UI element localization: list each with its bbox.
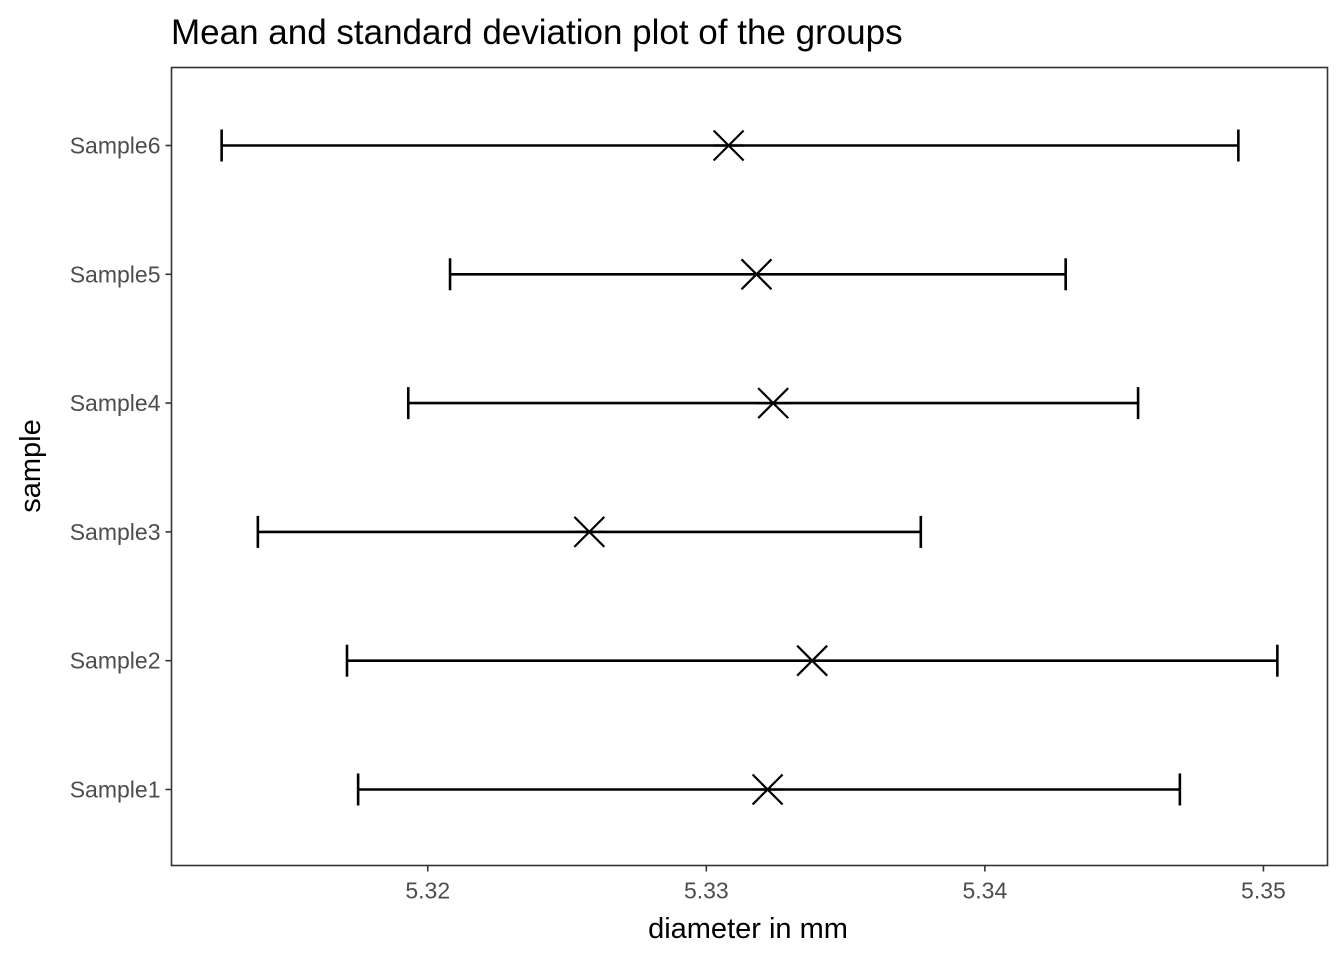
x-tick-label: 5.32 xyxy=(405,878,450,904)
errorbar-sample5 xyxy=(448,258,1067,291)
errorbar-sample2 xyxy=(345,644,1279,677)
chart-title: Mean and standard deviation plot of the … xyxy=(171,13,903,52)
x-axis: 5.32 5.33 5.34 5.35 xyxy=(405,865,1286,904)
errorbar-sample3 xyxy=(256,515,923,548)
mean-marker xyxy=(740,258,773,291)
y-tick-label: Sample3 xyxy=(70,519,161,545)
y-tick-label: Sample5 xyxy=(70,261,161,287)
x-tick-label: 5.34 xyxy=(962,878,1007,904)
mean-marker xyxy=(796,644,828,677)
mean-marker xyxy=(751,773,784,806)
y-tick-label: Sample2 xyxy=(70,648,161,674)
mean-marker xyxy=(573,516,606,548)
y-tick-label: Sample6 xyxy=(70,133,161,159)
mean-marker xyxy=(712,129,745,162)
chart-marks xyxy=(220,129,1279,806)
x-tick-label: 5.33 xyxy=(684,878,729,904)
y-tick-label: Sample1 xyxy=(70,777,161,803)
y-axis: Sample1 Sample2 Sample3 Sample4 Sample5 Sampl… xyxy=(70,133,172,803)
x-tick-label: 5.35 xyxy=(1241,878,1286,904)
mean-marker xyxy=(757,387,789,419)
errorbar-sample6 xyxy=(220,129,1240,162)
x-axis-title: diameter in mm xyxy=(648,913,848,945)
errorbar-sample4 xyxy=(406,387,1140,420)
errorbar-sample1 xyxy=(356,773,1182,806)
y-axis-title: sample xyxy=(15,419,47,513)
y-tick-label: Sample4 xyxy=(70,390,161,416)
plot-panel xyxy=(170,66,1329,867)
